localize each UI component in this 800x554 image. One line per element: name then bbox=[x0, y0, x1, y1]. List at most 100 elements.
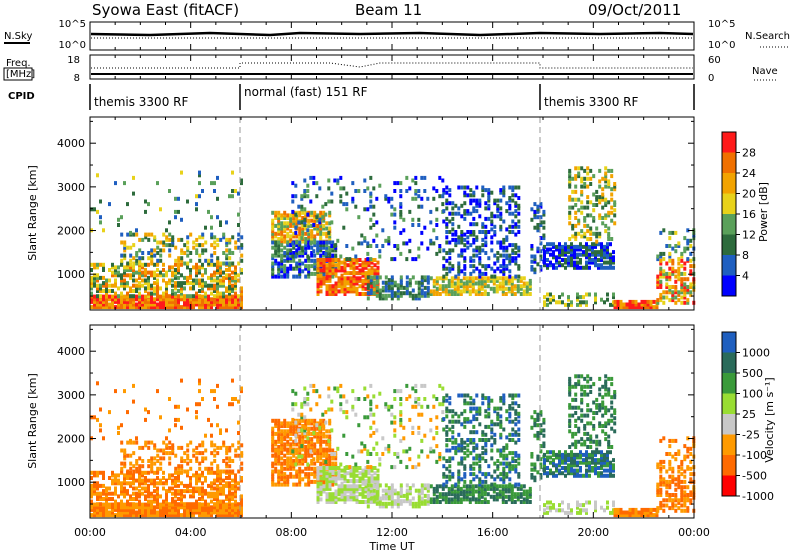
power-cell bbox=[533, 259, 537, 264]
power-cell bbox=[225, 253, 229, 258]
power-cell bbox=[307, 218, 311, 223]
velocity-cell bbox=[507, 486, 511, 491]
velocity-cell bbox=[102, 497, 105, 501]
velocity-cell bbox=[135, 486, 138, 491]
power-cell bbox=[328, 258, 332, 262]
power-cell bbox=[460, 230, 464, 234]
velocity-cell bbox=[204, 456, 208, 461]
power-cell bbox=[240, 289, 243, 293]
power-cell bbox=[530, 246, 534, 251]
velocity-cell bbox=[216, 499, 219, 504]
power-cell bbox=[292, 223, 296, 228]
velocity-cell bbox=[210, 491, 213, 496]
power-cell bbox=[153, 299, 156, 304]
power-cell bbox=[438, 194, 442, 199]
velocity-cell bbox=[289, 431, 293, 436]
velocity-cell bbox=[405, 383, 409, 388]
velocity-cell bbox=[283, 482, 287, 487]
velocity-cell bbox=[90, 489, 93, 494]
power-cell bbox=[328, 234, 332, 239]
power-cell bbox=[304, 248, 308, 253]
velocity-cell bbox=[283, 445, 287, 449]
power-cell bbox=[289, 218, 293, 223]
power-cell bbox=[423, 285, 427, 290]
power-cell bbox=[366, 283, 370, 288]
velocity-cell bbox=[328, 473, 332, 478]
power-cell bbox=[186, 240, 190, 245]
power-cell bbox=[591, 244, 594, 249]
power-cell bbox=[96, 209, 99, 214]
velocity-cell bbox=[414, 501, 418, 506]
cpid-mode-1: themis 3300 RF bbox=[94, 95, 188, 109]
velocity-cell bbox=[280, 429, 284, 434]
power-cell bbox=[613, 208, 617, 213]
velocity-cell bbox=[346, 489, 350, 494]
power-cell bbox=[132, 289, 135, 293]
power-cell bbox=[588, 255, 591, 260]
power-cell bbox=[450, 276, 454, 281]
velocity-cell bbox=[325, 476, 329, 481]
velocity-cell bbox=[198, 466, 202, 471]
velocity-cell bbox=[195, 478, 198, 483]
velocity-cell bbox=[213, 491, 216, 496]
velocity-cell bbox=[349, 497, 353, 502]
velocity-cell bbox=[277, 469, 281, 474]
velocity-cell bbox=[102, 489, 105, 494]
power-cell bbox=[346, 271, 350, 276]
velocity-cells bbox=[90, 374, 696, 518]
power-cell bbox=[487, 193, 491, 198]
power-cell bbox=[306, 212, 310, 217]
power-cell bbox=[153, 275, 156, 280]
power-cell bbox=[195, 299, 198, 304]
power-cell bbox=[510, 286, 514, 291]
power-cell bbox=[271, 269, 275, 274]
power-cell bbox=[132, 273, 135, 278]
velocity-cell bbox=[372, 431, 376, 435]
power-cell bbox=[283, 210, 287, 215]
power-cell bbox=[228, 305, 231, 310]
power-cell bbox=[592, 216, 596, 220]
power-cell bbox=[234, 278, 237, 283]
power-cell bbox=[573, 252, 576, 257]
velocity-cell bbox=[405, 483, 409, 488]
power-cell bbox=[495, 278, 499, 283]
velocity-cell bbox=[298, 445, 302, 449]
power-cell bbox=[301, 231, 305, 236]
velocity-cell bbox=[171, 502, 174, 507]
velocity-cell bbox=[364, 486, 368, 491]
power-cell bbox=[399, 293, 403, 298]
power-cell bbox=[552, 244, 555, 249]
velocity-cell bbox=[495, 497, 499, 502]
power-cell bbox=[310, 258, 314, 263]
power-cell bbox=[162, 297, 165, 302]
power-cell bbox=[490, 266, 494, 271]
power-cell bbox=[123, 273, 126, 278]
velocity-cell bbox=[228, 469, 232, 474]
velocity-cell bbox=[504, 484, 508, 489]
power-cell bbox=[378, 291, 382, 296]
power-cell bbox=[361, 286, 365, 291]
power-cell bbox=[225, 243, 229, 248]
velocity-cell bbox=[132, 510, 135, 515]
power-cell bbox=[486, 278, 490, 283]
power-cell bbox=[613, 200, 617, 205]
velocity-cell bbox=[129, 507, 132, 512]
velocity-cell bbox=[289, 474, 293, 479]
velocity-cell bbox=[108, 513, 111, 518]
power-cell bbox=[153, 262, 156, 267]
power-cell bbox=[609, 263, 612, 268]
velocity-cell bbox=[316, 456, 320, 461]
power-cell bbox=[463, 271, 467, 276]
power-cell bbox=[536, 223, 540, 227]
power-cell bbox=[129, 286, 132, 291]
power-cell bbox=[456, 276, 460, 281]
power-cell bbox=[132, 243, 136, 248]
power-cell bbox=[349, 284, 353, 289]
velocity-cell bbox=[372, 483, 376, 488]
velocity-cell bbox=[277, 479, 281, 484]
power-cell bbox=[334, 273, 338, 278]
power-cell bbox=[132, 265, 135, 270]
power-cell bbox=[568, 195, 572, 200]
velocity-cell bbox=[489, 486, 493, 491]
power-cell bbox=[475, 235, 479, 240]
